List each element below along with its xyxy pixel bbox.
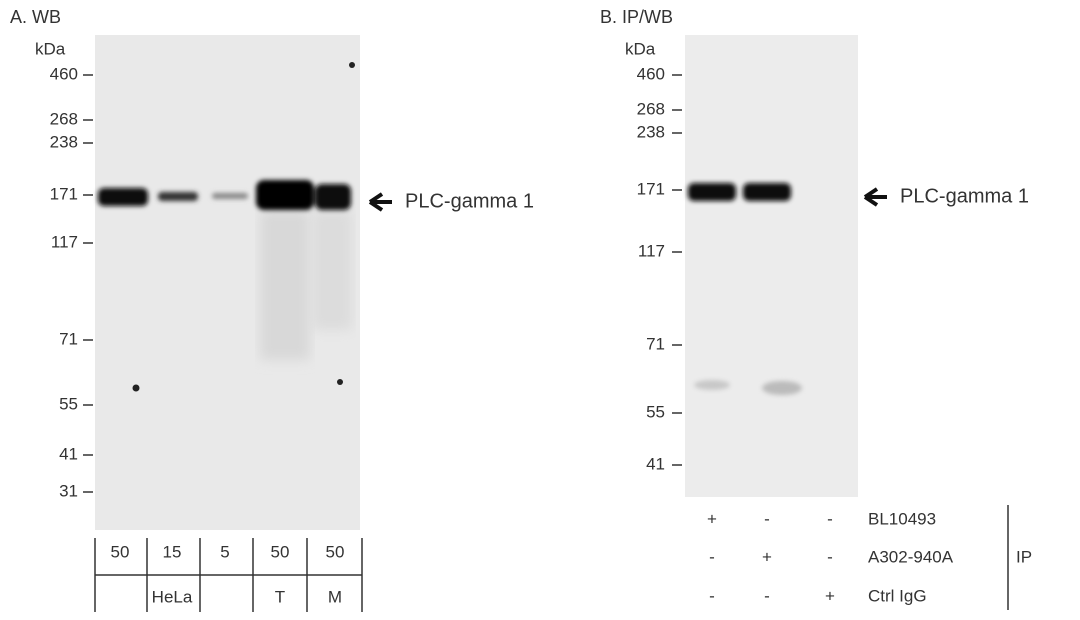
ip-mark: - [827, 509, 833, 528]
marker-label: 31 [59, 481, 78, 500]
marker-label: 238 [637, 122, 665, 141]
ip-label: IP [1016, 547, 1032, 566]
ip-row-label: Ctrl IgG [868, 586, 927, 605]
ip-mark: - [764, 586, 770, 605]
marker-label: 55 [59, 394, 78, 413]
asterisk-dot [349, 62, 355, 68]
asterisk-dot [132, 384, 140, 392]
marker-label: 117 [51, 232, 78, 251]
marker-label: 460 [50, 64, 78, 83]
lane-label: 5 [220, 542, 229, 561]
band-label: PLC-gamma 1 [405, 190, 534, 212]
unit-label: kDa [625, 39, 656, 58]
ip-row-label: A302-940A [868, 547, 954, 566]
group-label: M [328, 587, 342, 606]
lane-label: 15 [163, 542, 182, 561]
panel-title: A. WB [10, 7, 61, 27]
ip-mark: - [709, 547, 715, 566]
unit-label: kDa [35, 39, 66, 58]
panel-title: B. IP/WB [600, 7, 673, 27]
arrow [368, 192, 392, 212]
ip-mark: + [825, 586, 835, 605]
marker-label: 268 [637, 99, 665, 118]
group-label: T [275, 587, 285, 606]
ip-row-label: BL10493 [868, 509, 936, 528]
lane-label: 50 [271, 542, 290, 561]
lane-label: 50 [326, 542, 345, 561]
bands-b [688, 183, 802, 395]
blot-b [685, 35, 858, 497]
smear [260, 210, 310, 360]
marker-label: 460 [637, 64, 665, 83]
smear [312, 210, 352, 330]
arrow [863, 187, 887, 207]
lane-label: 50 [111, 542, 130, 561]
marker-label: 71 [59, 329, 78, 348]
marker-label: 238 [50, 132, 78, 151]
marker-label: 41 [646, 454, 665, 473]
ip-mark: - [764, 509, 770, 528]
ip-mark: - [827, 547, 833, 566]
ip-mark: + [762, 547, 772, 566]
marker-label: 171 [637, 179, 665, 198]
ip-mark: + [707, 509, 717, 528]
marker-label: 268 [50, 109, 78, 128]
ip-mark: - [709, 586, 715, 605]
group-label: HeLa [152, 587, 193, 606]
marker-label: 71 [646, 334, 665, 353]
bands-a [98, 180, 351, 210]
marker-label: 41 [59, 444, 78, 463]
band-label: PLC-gamma 1 [900, 185, 1029, 207]
marker-label: 171 [50, 184, 78, 203]
marker-label: 55 [646, 402, 665, 421]
marker-label: 117 [638, 241, 665, 260]
asterisk-dot [337, 379, 343, 385]
